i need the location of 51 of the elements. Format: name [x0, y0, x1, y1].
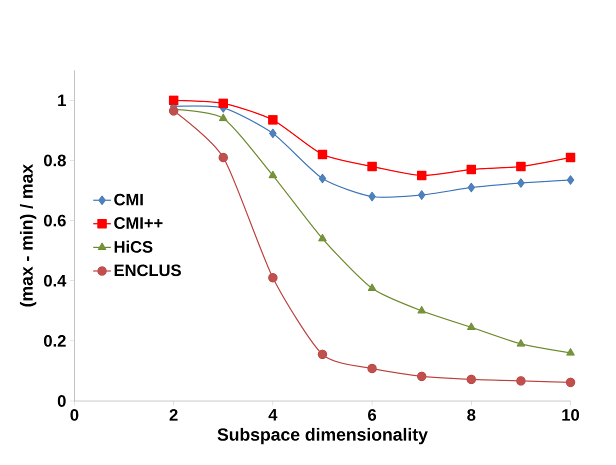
x-tick-label: 10: [562, 409, 580, 421]
point: [468, 182, 476, 192]
x-tick-label: 2: [170, 409, 178, 421]
point: [466, 164, 476, 174]
point: [566, 175, 574, 185]
point: [516, 339, 526, 347]
point: [368, 192, 376, 202]
point: [418, 190, 426, 200]
point: [516, 376, 526, 386]
point: [218, 152, 228, 162]
point: [268, 272, 278, 282]
point: [219, 114, 228, 122]
x-axis-title: Subspace dimensionality: [218, 428, 428, 444]
legend-label: CMI: [114, 194, 143, 206]
legend-label: ENCLUS: [114, 264, 181, 276]
point: [268, 170, 278, 178]
point: [416, 372, 426, 382]
point: [268, 115, 278, 125]
point: [168, 106, 178, 116]
x-tick-label: 6: [368, 409, 376, 421]
point: [318, 350, 328, 360]
y-tick-label: 0.8: [44, 154, 66, 166]
y-tick-label: 0: [58, 395, 66, 407]
point: [516, 162, 526, 172]
point: [417, 306, 426, 314]
point: [269, 128, 277, 138]
point: [168, 96, 178, 106]
point: [517, 178, 525, 188]
point: [367, 162, 377, 172]
point: [566, 348, 575, 356]
legend-label: HiCS: [114, 240, 152, 253]
point: [566, 378, 576, 388]
y-tick-label: 0.2: [44, 334, 66, 347]
y-tick-label: 0.4: [44, 274, 66, 287]
x-tick-label: 8: [467, 409, 476, 421]
y-tick-label: 0.6: [44, 214, 66, 226]
point: [466, 374, 476, 384]
point: [367, 364, 377, 374]
legend-label: CMI++: [114, 217, 163, 229]
point: [318, 234, 327, 242]
point: [318, 174, 326, 184]
point: [218, 98, 228, 108]
point: [368, 283, 376, 291]
point: [467, 322, 476, 330]
y-axis-title: (max - min) / max: [20, 164, 36, 306]
x-tick-label: 0: [70, 409, 78, 421]
x-tick-label: 4: [268, 409, 278, 420]
point: [566, 152, 576, 162]
y-tick-label: 1: [58, 94, 66, 106]
point: [318, 150, 328, 160]
point: [416, 170, 426, 180]
